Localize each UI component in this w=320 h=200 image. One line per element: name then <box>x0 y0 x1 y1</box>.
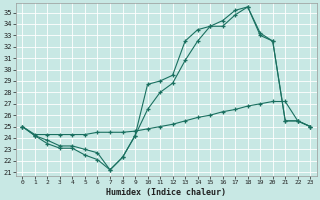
X-axis label: Humidex (Indice chaleur): Humidex (Indice chaleur) <box>106 188 226 197</box>
